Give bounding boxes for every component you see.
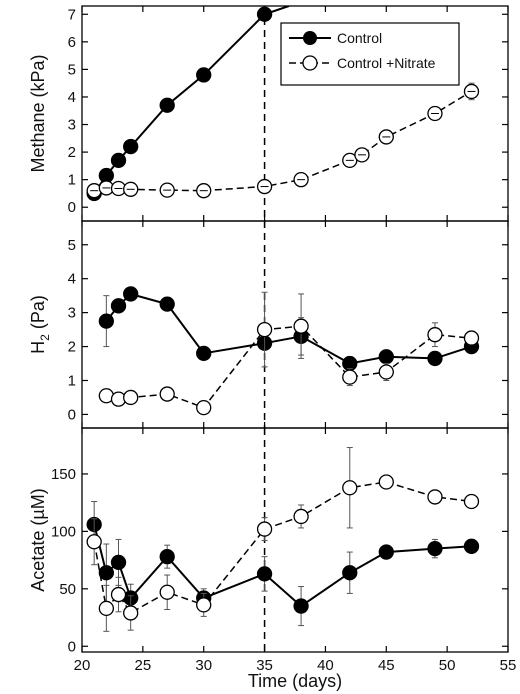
- data-point-control: [159, 97, 175, 113]
- data-point-control-nitrate: [463, 330, 480, 346]
- x-tick-label: 45: [378, 657, 395, 674]
- data-point-control-nitrate: [293, 318, 309, 334]
- y-tick-label: 1: [68, 172, 76, 189]
- data-point-control-nitrate: [378, 474, 394, 490]
- panel-data: [86, 447, 480, 632]
- x-tick-label: 25: [135, 657, 152, 674]
- data-point-control-nitrate: [427, 327, 443, 343]
- legend: Control Control +Nitrate: [280, 22, 460, 86]
- y-tick-label: 0: [68, 199, 76, 216]
- y-tick-label: 3: [68, 305, 76, 322]
- panel-data: [98, 286, 480, 416]
- y-tick-label: 0: [68, 406, 76, 423]
- data-point-control-nitrate: [123, 389, 139, 406]
- series-line-control-nitrate: [93, 481, 472, 614]
- y-axis-title: Methane (kPa): [28, 54, 48, 172]
- data-point-control: [98, 565, 114, 581]
- data-point-control: [378, 349, 394, 365]
- data-point-control-nitrate: [123, 605, 139, 621]
- data-point-control-nitrate: [196, 597, 212, 613]
- y-tick-label: 100: [51, 523, 76, 540]
- panel-frame: [81, 427, 509, 653]
- y-tick-label: 4: [68, 271, 76, 288]
- data-point-control: [256, 6, 273, 22]
- x-axis-title: Time (days): [248, 671, 342, 691]
- y-tick-label: 2: [68, 339, 76, 356]
- y-axis-title-subscript: 2: [38, 334, 52, 341]
- data-point-control: [342, 565, 358, 581]
- data-point-control: [196, 67, 212, 83]
- y-tick-label: 50: [59, 581, 76, 598]
- legend-control-marker: [303, 31, 317, 45]
- y-axis-title: H2 (Pa): [28, 295, 52, 354]
- data-point-control-nitrate: [86, 534, 102, 550]
- data-point-control-nitrate: [98, 600, 114, 616]
- data-point-control-nitrate: [293, 508, 309, 525]
- y-axis-title-base: H: [28, 341, 48, 354]
- data-point-control: [293, 598, 309, 614]
- data-point-control: [110, 152, 127, 169]
- data-point-control: [110, 298, 127, 314]
- y-axis-title: Acetate (µM): [28, 488, 48, 591]
- series-line-control: [93, 524, 472, 608]
- y-tick-label: 4: [68, 89, 76, 106]
- data-point-control-nitrate: [110, 586, 127, 603]
- data-point-control-nitrate: [159, 386, 175, 402]
- data-point-control-nitrate: [342, 369, 358, 385]
- panel-1: 0 1 2 3 4 5 6 7 Methane (kPa): [28, 5, 509, 222]
- series-line-control-nitrate: [94, 90, 472, 192]
- legend-nitrate-marker: [302, 55, 318, 71]
- data-point-control-nitrate: [256, 321, 273, 338]
- data-point-control-nitrate: [159, 584, 175, 600]
- data-point-control-nitrate: [196, 399, 212, 416]
- data-point-control: [378, 544, 394, 560]
- data-point-control: [196, 345, 212, 361]
- data-point-control-nitrate: [427, 489, 443, 505]
- data-point-control: [427, 350, 443, 367]
- x-tick-label: 35: [256, 657, 273, 674]
- panel-data: [86, 6, 480, 202]
- data-point-control: [159, 549, 175, 565]
- data-point-control-nitrate: [256, 521, 273, 537]
- data-point-control-nitrate: [463, 493, 480, 510]
- data-point-control: [123, 286, 139, 302]
- y-tick-label: 2: [68, 144, 76, 161]
- data-point-control: [159, 296, 175, 312]
- y-tick-label: 6: [68, 34, 76, 51]
- y-tick-label: 0: [68, 638, 76, 655]
- x-tick-label: 20: [74, 657, 91, 674]
- y-tick-label: 150: [51, 466, 76, 483]
- data-point-control-nitrate: [378, 364, 394, 380]
- x-tick-label: 40: [317, 657, 334, 674]
- y-tick-label: 3: [68, 117, 76, 134]
- data-point-control-nitrate: [342, 480, 358, 496]
- x-tick-label: 55: [500, 657, 517, 674]
- data-point-control: [123, 138, 139, 155]
- data-point-control: [110, 554, 127, 571]
- data-point-control: [463, 538, 480, 554]
- y-tick-label: 7: [68, 6, 76, 23]
- legend-control-label: Control: [337, 30, 382, 46]
- x-tick-label: 50: [439, 657, 456, 674]
- x-tick-label: 30: [195, 657, 212, 674]
- data-point-control: [256, 566, 273, 582]
- y-axis-title-unit: (Pa): [28, 295, 48, 334]
- y-tick-label: 5: [68, 61, 76, 78]
- legend-nitrate-label: Control +Nitrate: [337, 55, 436, 71]
- y-tick-label: 5: [68, 237, 76, 254]
- y-tick-label: 1: [68, 372, 76, 389]
- data-point-control: [98, 313, 114, 329]
- data-point-control: [427, 540, 443, 557]
